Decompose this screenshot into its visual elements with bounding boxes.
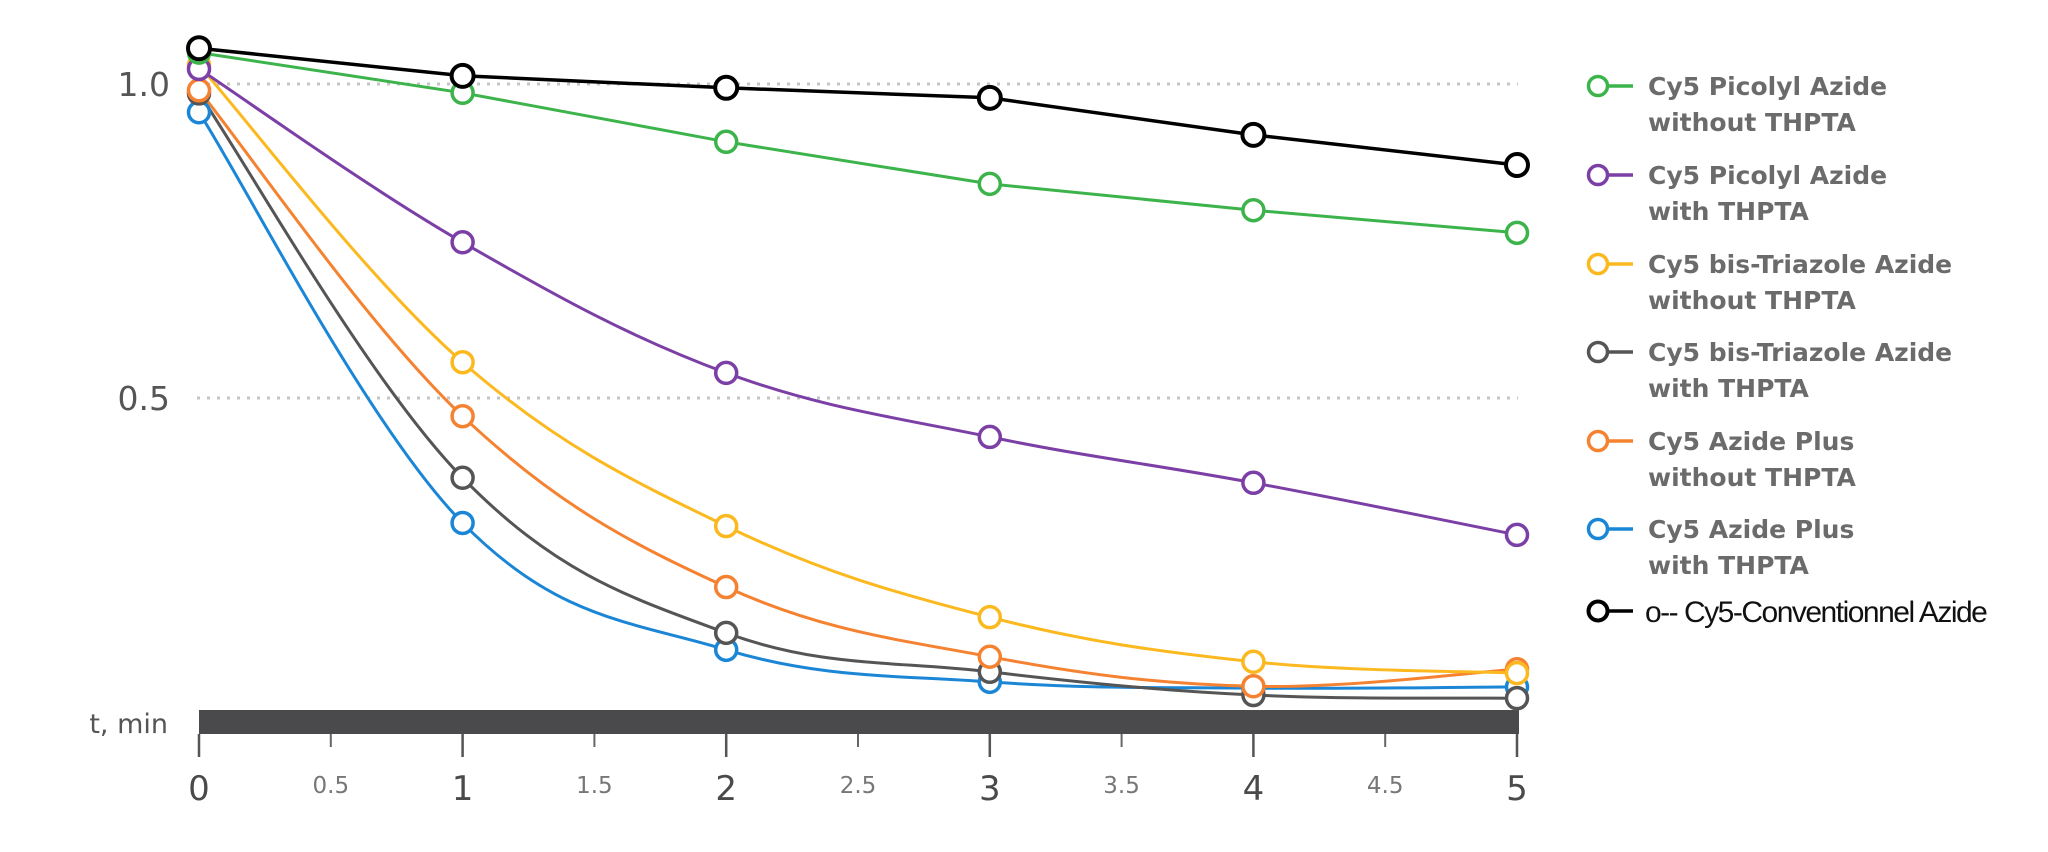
series-line xyxy=(197,64,1518,675)
legend-item[interactable]: o-- Cy5-Conventionnel Azide xyxy=(1586,596,1989,629)
legend-label: Cy5 Azide Plus xyxy=(1648,427,1854,456)
series-line xyxy=(198,67,1518,537)
legend-label: with THPTA xyxy=(1648,551,1810,580)
x-axis-title: t, min xyxy=(89,709,168,740)
series-line xyxy=(197,111,1518,690)
x-tick-label-minor: 1.5 xyxy=(576,773,613,799)
data-point-marker[interactable] xyxy=(1240,121,1267,148)
series-line xyxy=(197,89,1518,689)
data-point-marker[interactable] xyxy=(1241,470,1266,496)
legend-marker-icon xyxy=(1586,252,1610,276)
data-point-marker[interactable] xyxy=(1504,152,1530,179)
legend-label: without THPTA xyxy=(1648,286,1856,315)
x-tick-label-minor: 3.5 xyxy=(1103,773,1140,799)
data-point-marker[interactable] xyxy=(450,510,475,536)
x-tick-label: 5 xyxy=(1506,769,1528,809)
series-line xyxy=(197,92,1518,700)
legend-item[interactable]: Cy5 Picolyl Azide without THPTA xyxy=(1586,72,1888,137)
legend-label: with THPTA xyxy=(1648,197,1810,226)
legend-label: with THPTA xyxy=(1648,374,1810,403)
data-point-marker[interactable] xyxy=(1241,674,1266,699)
legend-marker-icon xyxy=(1586,163,1610,187)
data-point-marker[interactable] xyxy=(450,349,475,375)
legend-item[interactable]: Cy5 bis-Triazole Azide without THPTA xyxy=(1586,250,1953,315)
data-point-marker[interactable] xyxy=(1241,649,1266,675)
y-axis-tick-labels: 1.0 0.5 xyxy=(118,65,170,418)
x-tick-label-minor: 0.5 xyxy=(313,773,350,799)
legend-label: Cy5 Picolyl Azide xyxy=(1648,161,1887,190)
x-tick-label-minor: 4.5 xyxy=(1367,773,1404,799)
data-point-marker[interactable] xyxy=(977,644,1003,669)
y-tick-label: 1.0 xyxy=(118,65,170,104)
legend-label: Cy5 bis-Triazole Azide xyxy=(1648,250,1952,279)
series-line xyxy=(198,46,1518,167)
x-tick-label: 0 xyxy=(188,769,210,809)
data-point-marker[interactable] xyxy=(186,35,212,62)
legend-item[interactable]: Cy5 Azide Plus with THPTA xyxy=(1586,515,1855,580)
x-axis: t, min xyxy=(89,709,1519,740)
data-point-marker[interactable] xyxy=(449,62,476,89)
data-point-marker[interactable] xyxy=(1504,220,1530,246)
data-point-marker[interactable] xyxy=(713,74,740,101)
legend-marker-icon xyxy=(1586,599,1610,623)
legend-label: Cy5 Azide Plus xyxy=(1648,515,1854,544)
legend-label: Cy5 bis-Triazole Azide xyxy=(1648,338,1952,367)
legend-marker-icon xyxy=(1586,74,1610,98)
x-tick-label: 1 xyxy=(452,769,474,809)
data-point-marker[interactable] xyxy=(1241,197,1266,223)
data-point-marker[interactable] xyxy=(976,84,1003,111)
legend-marker-icon xyxy=(1586,429,1610,453)
data-point-marker[interactable] xyxy=(186,78,212,103)
data-point-marker[interactable] xyxy=(713,129,739,155)
data-point-marker[interactable] xyxy=(1504,660,1530,686)
data-point-marker[interactable] xyxy=(977,604,1003,630)
legend-label: without THPTA xyxy=(1648,108,1856,137)
data-point-marker[interactable] xyxy=(1504,685,1530,711)
data-point-marker[interactable] xyxy=(450,403,475,429)
series-markers xyxy=(186,35,1530,711)
data-point-marker[interactable] xyxy=(713,360,739,386)
legend-label: o-- Cy5-Conventionnel Azide xyxy=(1645,596,1987,629)
x-tick-label: 4 xyxy=(1243,769,1265,809)
legend-item[interactable]: Cy5 Picolyl Azide with THPTA xyxy=(1586,161,1888,226)
legend-label: without THPTA xyxy=(1648,463,1856,492)
x-tick-label-minor: 2.5 xyxy=(840,773,877,799)
gridlines xyxy=(197,82,1518,400)
y-tick-label: 0.5 xyxy=(118,379,170,418)
data-point-marker[interactable] xyxy=(713,513,739,539)
series-lines xyxy=(197,46,1518,700)
data-point-marker[interactable] xyxy=(977,424,1003,450)
data-point-marker[interactable] xyxy=(713,574,739,600)
data-point-marker[interactable] xyxy=(450,230,475,255)
series-line xyxy=(198,51,1518,235)
data-point-marker[interactable] xyxy=(450,465,475,491)
legend-marker-icon xyxy=(1586,517,1610,541)
data-point-marker[interactable] xyxy=(977,171,1003,197)
data-point-marker[interactable] xyxy=(713,620,739,646)
legend-item[interactable]: Cy5 Azide Plus without THPTA xyxy=(1586,427,1857,492)
legend-label: Cy5 Picolyl Azide xyxy=(1648,72,1887,101)
data-point-marker[interactable] xyxy=(1504,522,1530,548)
x-axis-bar xyxy=(199,710,1519,734)
legend-marker-icon xyxy=(1586,340,1610,364)
legend-item[interactable]: Cy5 bis-Triazole Azide with THPTA xyxy=(1586,338,1953,403)
x-tick-label: 3 xyxy=(979,769,1001,809)
x-axis-ticks: 0 1 2 3 4 5 0.5 1.5 2.5 3.5 4.5 xyxy=(188,734,1528,809)
x-tick-label: 2 xyxy=(715,769,737,809)
